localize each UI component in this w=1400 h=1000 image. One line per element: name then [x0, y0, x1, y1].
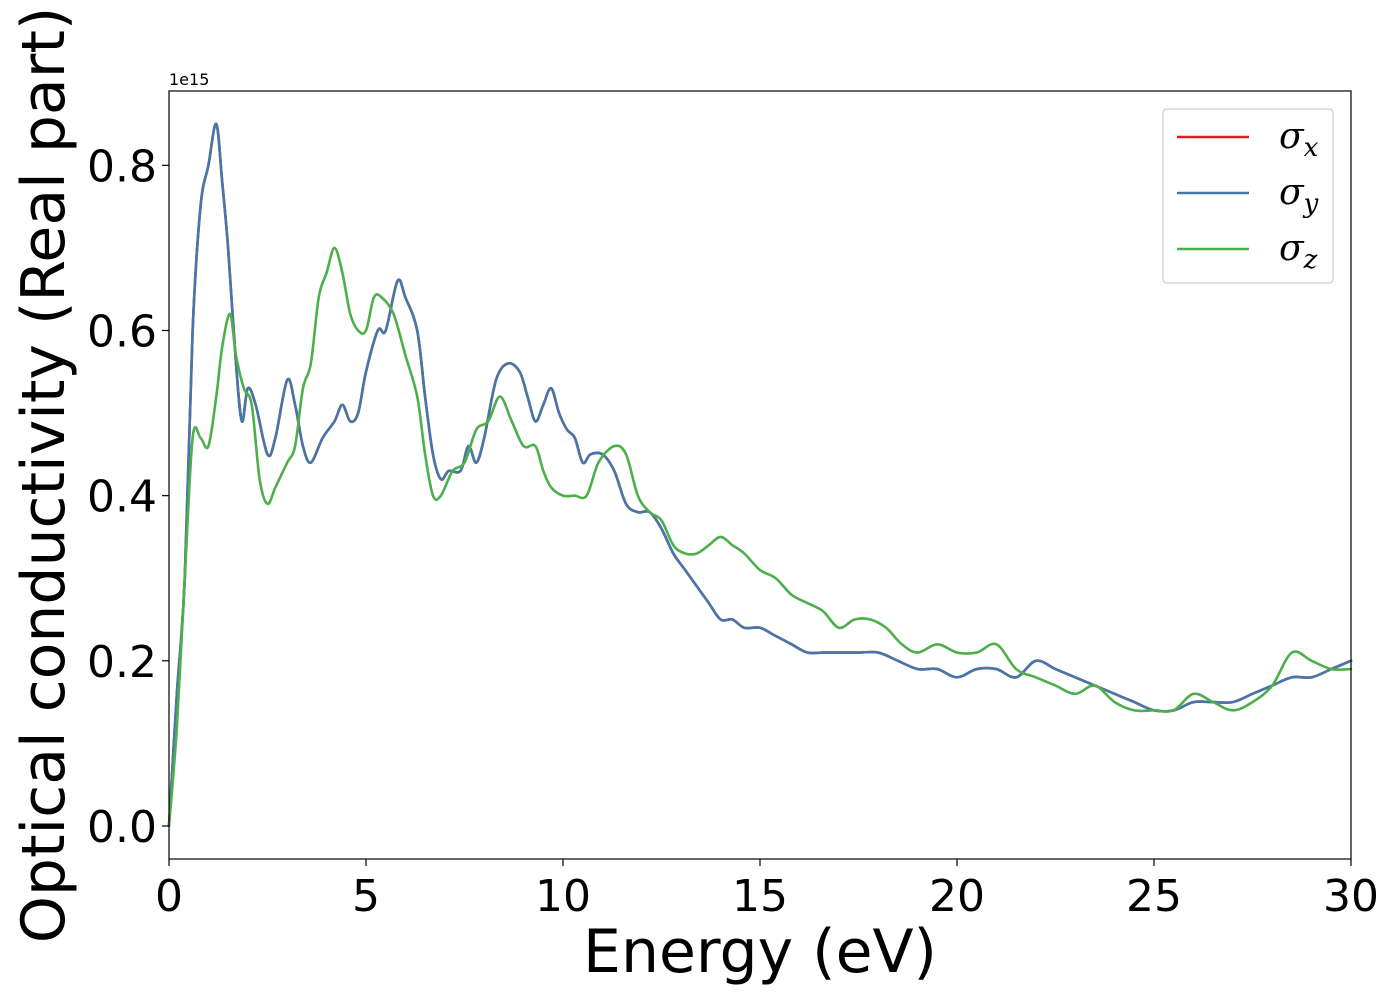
legend-label-y: σy: [1279, 172, 1319, 219]
x-tick-label: 30: [1323, 871, 1379, 922]
y-tick-label: 0.8: [87, 141, 157, 192]
series-line-y: [167, 122, 1353, 828]
legend-label-x: σx: [1279, 116, 1319, 163]
x-tick-label: 5: [352, 871, 380, 922]
y-tick-label: 0.6: [87, 306, 157, 357]
y-tick-label: 0.0: [87, 802, 157, 853]
x-axis-title: Energy (eV): [583, 917, 937, 987]
legend-symbol: σ: [1279, 228, 1305, 269]
legend-subscript: y: [1303, 189, 1319, 219]
plot-frame: [168, 90, 1352, 860]
y-offset-label: 1e15: [169, 70, 209, 89]
x-tick-label: 15: [732, 871, 788, 922]
legend-symbol: σ: [1279, 116, 1305, 157]
y-axis-title: Optical conductivity (Real part): [9, 7, 79, 944]
x-tick-label: 10: [535, 871, 591, 922]
x-tick-label: 25: [1126, 871, 1182, 922]
x-tick-label: 20: [929, 871, 985, 922]
series-line-z: [167, 246, 1353, 828]
y-tick-label: 0.2: [87, 637, 157, 688]
x-tick-label: 0: [155, 871, 183, 922]
y-tick-label: 0.4: [87, 472, 157, 523]
legend-label-z: σz: [1279, 228, 1318, 275]
y-axis-ticks: 0.0 0.2 0.4 0.6 0.8: [87, 141, 169, 853]
x-axis-ticks: 0 5 10 15 20 25 30: [155, 859, 1379, 922]
legend-subscript: z: [1303, 245, 1318, 275]
legend-box: [1162, 108, 1334, 284]
plot-area: [169, 91, 1351, 859]
legend-symbol: σ: [1279, 172, 1305, 213]
legend-subscript: x: [1304, 133, 1319, 163]
series-layer: [167, 122, 1353, 828]
